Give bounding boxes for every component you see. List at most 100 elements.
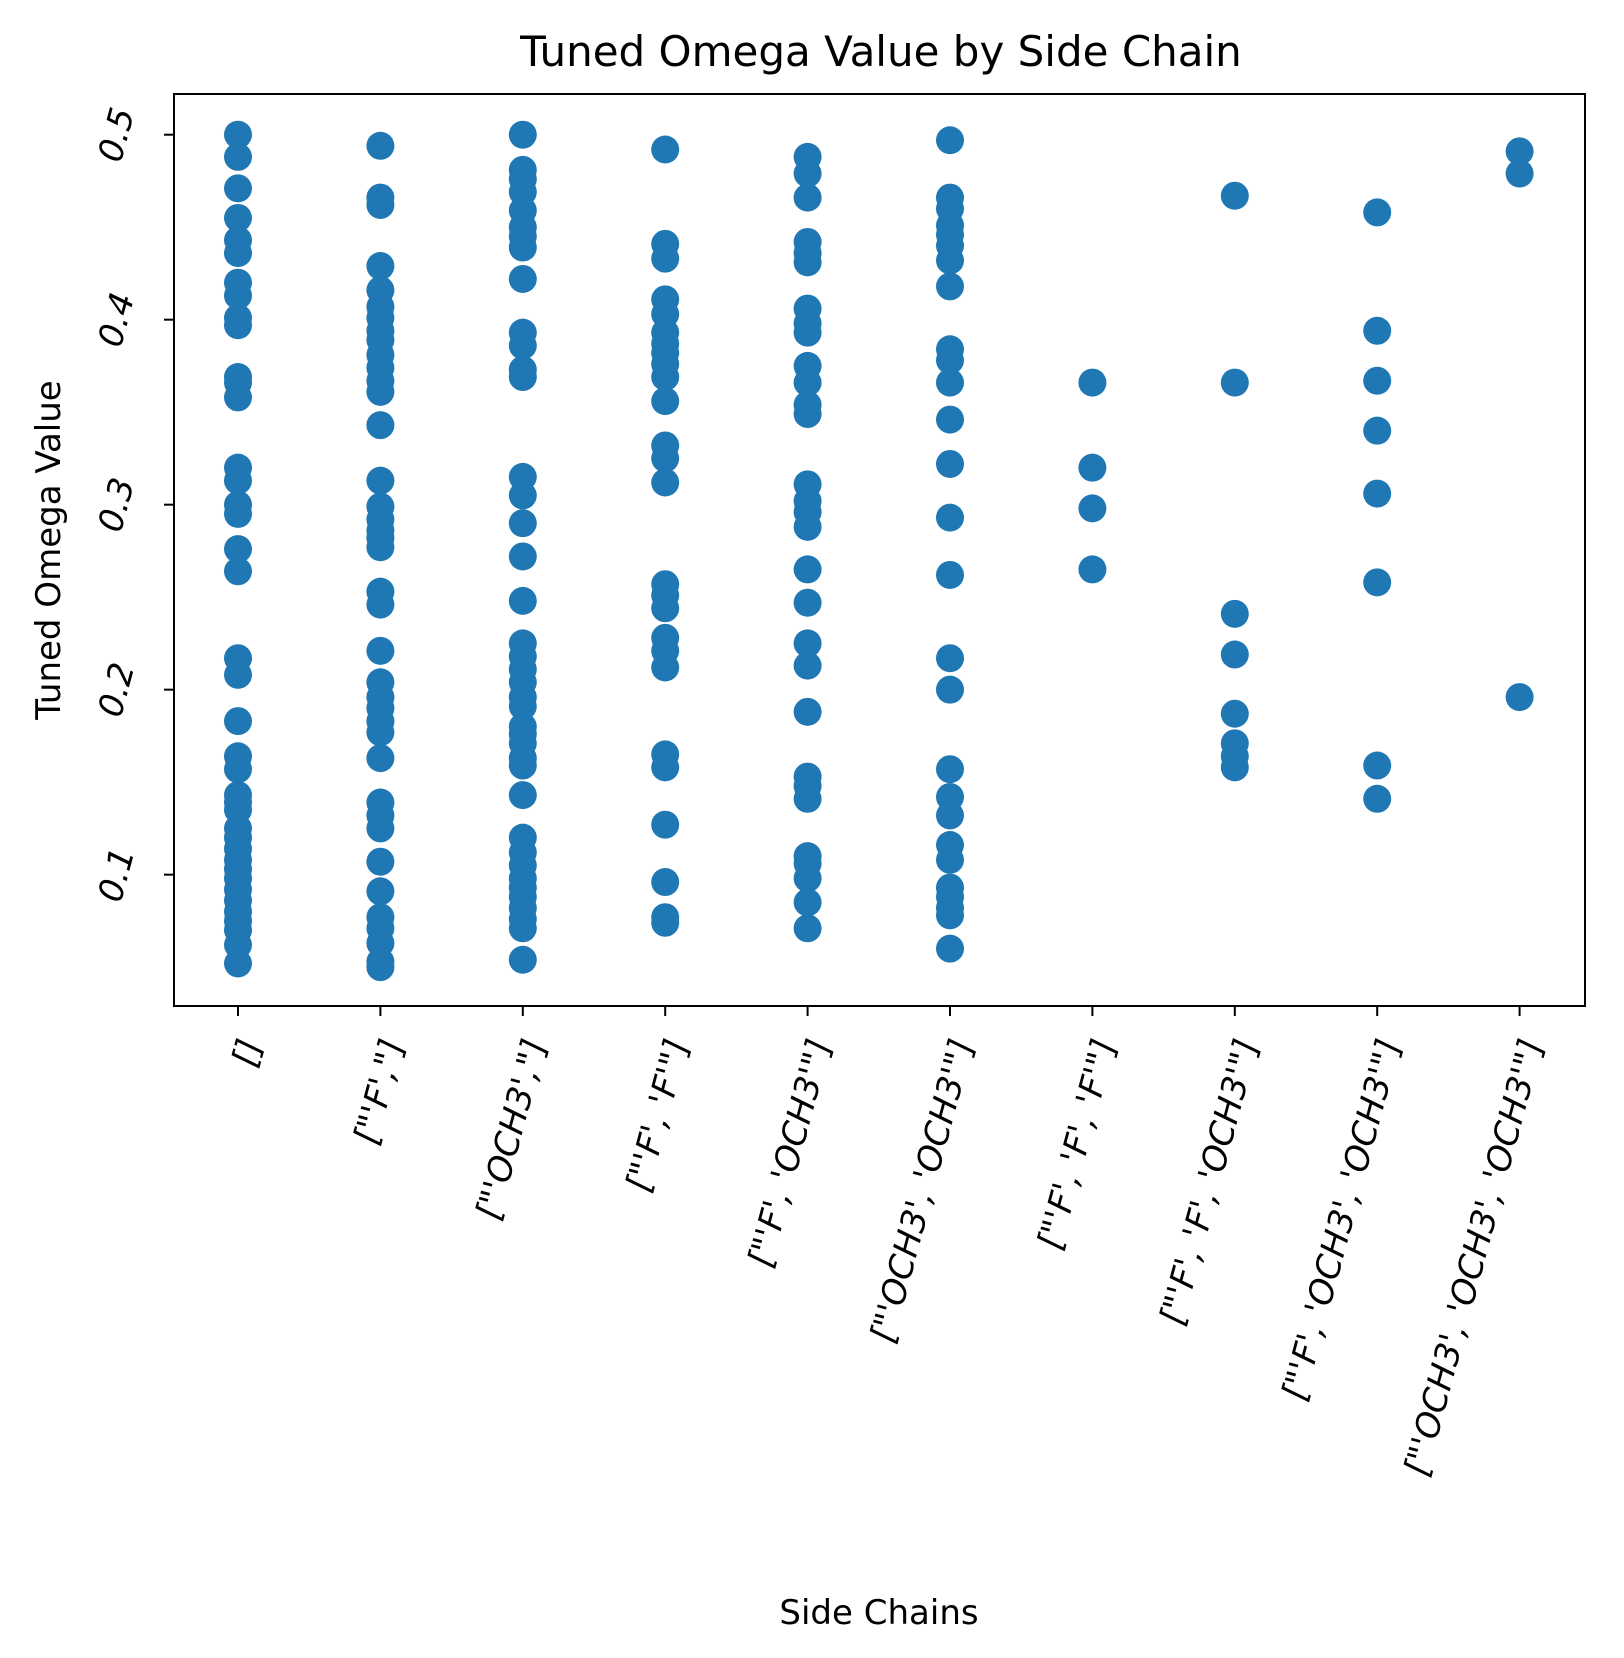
data-point [1363, 366, 1392, 395]
y-tick-label: 0.3 [91, 474, 144, 537]
data-point [224, 466, 252, 495]
data-point [936, 246, 964, 275]
data-point [936, 801, 964, 830]
data-point [651, 810, 680, 839]
data-point [366, 718, 395, 747]
data-point [224, 707, 252, 736]
x-tick-label: [] [225, 1035, 271, 1071]
data-point [1505, 137, 1534, 166]
data-point [651, 753, 680, 782]
data-point [936, 126, 964, 155]
data-point [936, 449, 964, 478]
data-point [651, 908, 680, 937]
data-point [224, 949, 252, 978]
x-tick-label: ["'F',"] [346, 1035, 412, 1149]
y-tick-label: 0.4 [91, 289, 144, 352]
data-point [936, 346, 964, 375]
x-tick-label: ["'F', 'F'"] [618, 1035, 697, 1196]
data-point [651, 387, 680, 416]
data-point [793, 629, 822, 658]
data-point [508, 363, 537, 392]
data-point [793, 697, 822, 726]
data-point [508, 914, 537, 943]
data-point [366, 411, 395, 440]
data-point [793, 864, 822, 893]
data-point [651, 363, 680, 392]
data-point [366, 636, 395, 665]
data-point [793, 400, 822, 429]
data-point [508, 692, 537, 721]
data-point [1363, 784, 1392, 813]
data-point [224, 557, 252, 586]
data-point [793, 318, 822, 347]
x-tick-label: ["'OCH3', 'OCH3'"] [863, 1035, 982, 1347]
data-point [793, 651, 822, 680]
data-point [1363, 198, 1392, 227]
data-point [224, 755, 252, 784]
data-point [366, 131, 395, 160]
data-point [1363, 479, 1392, 508]
chart-title: Tuned Omega Value by Side Chain [519, 27, 1242, 76]
data-point [1078, 555, 1107, 584]
x-tick-label: ["'OCH3', 'OCH3', 'OCH3'"] [1397, 1035, 1552, 1480]
data-point [1505, 683, 1534, 712]
data-point [224, 535, 252, 564]
data-point [224, 142, 252, 171]
x-axis-label: Side Chains [779, 1593, 978, 1633]
data-point [793, 183, 822, 212]
data-point [508, 542, 537, 571]
data-point [508, 481, 537, 510]
data-point [224, 383, 252, 412]
data-point [793, 588, 822, 617]
data-point [1505, 159, 1534, 188]
data-point [1363, 751, 1392, 780]
data-point [793, 159, 822, 188]
data-point [508, 264, 537, 293]
data-point [366, 744, 395, 773]
x-tick-label: ["'F', 'OCH3'"] [741, 1035, 840, 1271]
data-point [366, 847, 395, 876]
data-point [793, 888, 822, 917]
data-point [508, 751, 537, 780]
data-point [1363, 316, 1392, 345]
data-point [366, 252, 395, 281]
data-point [508, 331, 537, 360]
data-point [224, 311, 252, 340]
data-point [1363, 416, 1392, 445]
data-point [224, 203, 252, 232]
data-point [936, 405, 964, 434]
data-point [793, 555, 822, 584]
x-tick-label: ["'F', 'F', 'OCH3'"] [1152, 1035, 1267, 1329]
data-point [224, 174, 252, 203]
data-point [651, 594, 680, 623]
y-tick-label: 0.5 [91, 104, 144, 167]
data-point [508, 509, 537, 538]
data-point [651, 468, 680, 497]
data-point [1363, 568, 1392, 597]
data-point [1078, 453, 1107, 482]
data-point [793, 512, 822, 541]
x-tick-label: ["'F', 'F', 'F'"] [1030, 1035, 1124, 1254]
data-point [936, 845, 964, 874]
data-point [793, 248, 822, 277]
data-point [366, 377, 395, 406]
data-point [1220, 699, 1249, 728]
data-point [366, 190, 395, 219]
y-axis: 0.1 0.2 0.3 0.4 0.5 [91, 104, 174, 907]
data-point [651, 444, 680, 473]
data-point [224, 281, 252, 310]
data-point [793, 368, 822, 397]
y-tick-label: 0.1 [91, 844, 144, 907]
data-point [651, 868, 680, 897]
data-point [1220, 368, 1249, 397]
data-point [224, 239, 252, 268]
x-axis: [] ["'F',"] ["'OCH3',"] ["'F', 'F'"] ["'F', … [225, 1006, 1552, 1480]
data-point [1220, 640, 1249, 669]
y-axis-label: Tuned Omega Value [29, 380, 69, 720]
data-point [936, 934, 964, 963]
data-point [1220, 753, 1249, 782]
x-tick-label: ["'OCH3',"] [468, 1035, 555, 1224]
data-point [366, 466, 395, 495]
data-point [1078, 368, 1107, 397]
data-point [793, 914, 822, 943]
